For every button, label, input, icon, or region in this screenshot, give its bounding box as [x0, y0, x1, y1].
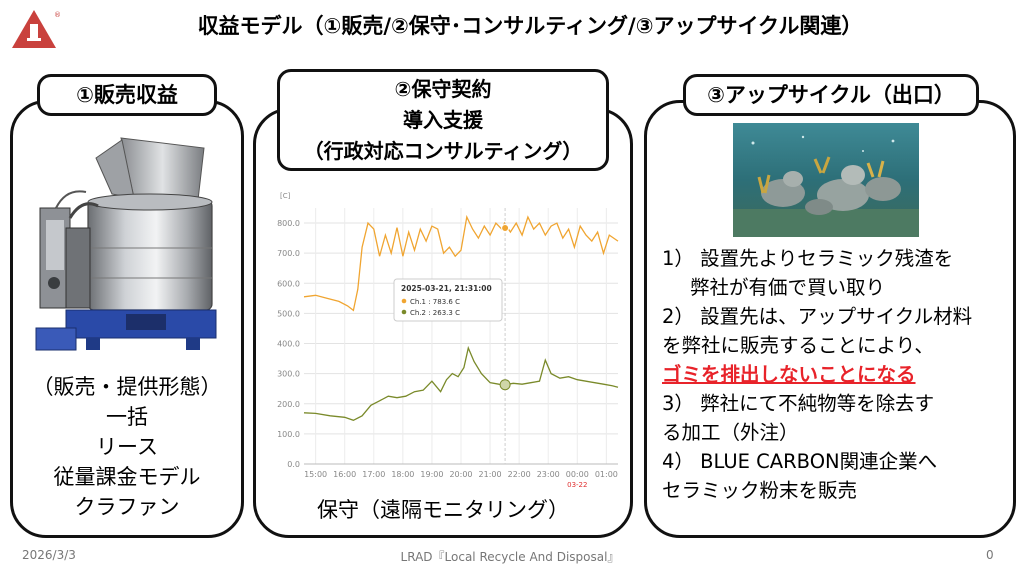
- y-tick-label: 800.0: [277, 219, 300, 228]
- upcycle-step: 4） BLUE CARBON関連企業へ: [662, 450, 938, 473]
- x-tick-label: 21:00: [479, 470, 502, 479]
- tooltip-row: Ch.2 : 263.3 C: [410, 309, 460, 317]
- sales-form-item: リース: [96, 435, 158, 459]
- series-line-ch1: [303, 214, 619, 312]
- y-tick-label: 700.0: [277, 249, 300, 258]
- page-number: 0: [986, 548, 994, 562]
- hover-point-ch2: [499, 379, 511, 391]
- upcycle-step-highlight: ゴミを排出しないことになる: [662, 363, 916, 386]
- page-title: 収益モデル（①販売/②保守･コンサルティング/③アップサイクル関連）: [197, 14, 863, 38]
- x-tick-label: 19:00: [420, 470, 443, 479]
- tooltip-swatch: [401, 298, 407, 304]
- tooltip-box: [393, 278, 503, 322]
- y-tick-label: 400.0: [277, 340, 300, 349]
- sales-panel-label: ①販売収益: [37, 74, 217, 116]
- footer-title: LRAD『Local Recycle And Disposal』: [400, 550, 620, 564]
- tooltip-time: 2025-03-21, 21:31:00: [401, 284, 492, 293]
- chart-background: [266, 184, 622, 494]
- upcycle-panel-label: ③アップサイクル（出口）: [683, 74, 979, 116]
- x-date-label: 03-22: [567, 481, 587, 489]
- sales-forms-list: （販売・提供形態） 一括 リース 従量課金モデル クラファン: [14, 372, 240, 522]
- temperature-chart: 0.0 100.0 200.0 300.0 400.0 500.0 600.0 700.0 80…: [266, 184, 622, 494]
- upcycle-steps: 1） 設置先よりセラミック残渣を 弊社が有価で買い取り 2） 設置先は、アップサ…: [662, 244, 1006, 505]
- upcycle-step: る加工（外注）: [662, 421, 799, 444]
- x-tick-label: 00:00: [566, 470, 589, 479]
- x-tick-label: 15:00: [304, 470, 327, 479]
- x-tick-label: 17:00: [362, 470, 385, 479]
- sales-form-item: 一括: [106, 405, 148, 429]
- sales-form-item: クラファン: [74, 495, 180, 519]
- upcycle-step: セラミック粉末を販売: [662, 479, 858, 502]
- machine-image: [35, 137, 217, 351]
- x-tick-label: 16:00: [333, 470, 356, 479]
- x-tick-label: 20:00: [449, 470, 472, 479]
- company-logo: ®: [12, 10, 60, 48]
- tooltip-swatch: [401, 309, 407, 315]
- upcycle-step: 2） 設置先は、アップサイクル材料: [662, 305, 973, 328]
- upcycle-step: 弊社が有価で買い取り: [690, 276, 886, 299]
- upcycle-step: 1） 設置先よりセラミック残渣を: [662, 247, 954, 270]
- maintenance-label-line: 導入支援: [403, 108, 483, 132]
- reef-photo: [733, 123, 919, 237]
- maintenance-panel-label: ②保守契約 導入支援 （行政対応コンサルティング）: [277, 69, 609, 171]
- x-tick-label: 23:00: [537, 470, 560, 479]
- y-tick-label: 0.0: [287, 460, 300, 469]
- hover-point-ch1: [501, 223, 510, 232]
- svg-text:®: ®: [54, 11, 60, 19]
- x-tick-label: 18:00: [391, 470, 414, 479]
- sales-form-heading: （販売・提供形態）: [32, 375, 222, 399]
- upcycle-step: 3） 弊社にて不純物等を除去す: [662, 392, 935, 415]
- maintenance-label-line: ②保守契約: [394, 77, 492, 101]
- y-tick-label: 500.0: [277, 309, 300, 318]
- maintenance-label-line: （行政対応コンサルティング）: [303, 139, 583, 163]
- x-tick-label: 01:00: [595, 470, 618, 479]
- y-tick-label: 300.0: [277, 370, 300, 379]
- y-unit-label: [C]: [280, 192, 291, 200]
- upcycle-step: を弊社に販売することにより、: [662, 334, 934, 357]
- y-tick-label: 200.0: [277, 400, 300, 409]
- y-tick-label: 100.0: [277, 430, 300, 439]
- tooltip-row: Ch.1 : 783.6 C: [410, 298, 460, 306]
- sales-form-item: 従量課金モデル: [53, 465, 201, 489]
- series-line-ch2: [303, 345, 619, 422]
- x-tick-label: 22:00: [508, 470, 531, 479]
- monitoring-caption: 保守（遠隔モニタリング）: [317, 498, 569, 522]
- footer-date: 2026/3/3: [22, 548, 76, 562]
- y-tick-label: 600.0: [277, 279, 300, 288]
